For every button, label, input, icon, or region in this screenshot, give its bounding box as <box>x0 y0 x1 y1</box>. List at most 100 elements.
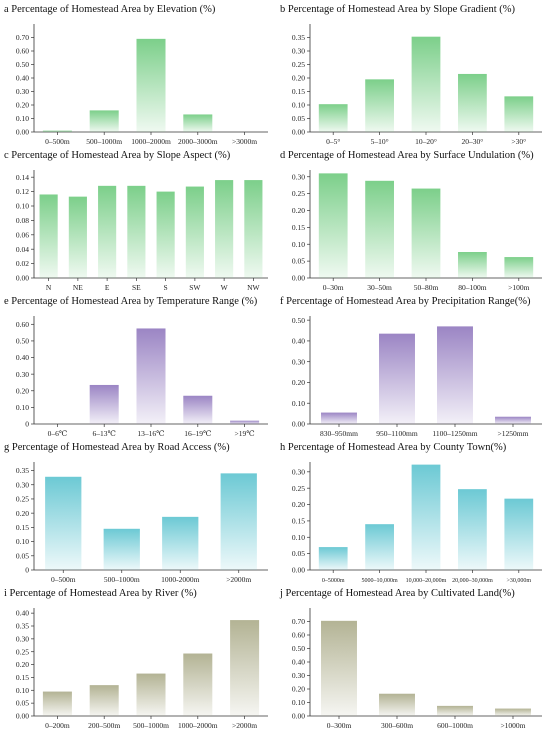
x-tick-label: 10,000–20,000m <box>406 578 447 584</box>
bar <box>215 180 234 278</box>
chart-title: e Percentage of Homestead Area by Temper… <box>4 296 258 307</box>
chart-title: i Percentage of Homestead Area by River … <box>4 588 197 599</box>
x-tick-label: 0–500m <box>45 137 70 146</box>
x-tick-label: 50–80m <box>414 283 439 292</box>
y-tick-label: 0.04 <box>16 245 29 254</box>
y-tick-label: 0.20 <box>292 206 305 215</box>
y-tick-label: 0.30 <box>16 370 29 379</box>
bar <box>495 708 531 716</box>
x-tick-label: >2000m <box>232 721 257 730</box>
bar <box>98 185 117 278</box>
chart-title: j Percentage of Homestead Area by Cultiv… <box>280 588 515 599</box>
bar <box>68 196 87 278</box>
x-tick-label: 30–50m <box>367 283 392 292</box>
chart-panel-county-town: h Percentage of Homestead Area by County… <box>280 442 548 588</box>
y-tick-label: 0.50 <box>16 60 29 69</box>
x-tick-label: >100m <box>508 283 529 292</box>
chart-slope-gradient: 0.00 0.05 0.10 0.15 0.20 0.25 0.30 0.35 0–5° 5–10… <box>292 24 542 146</box>
x-tick-label: 500–1000m <box>104 575 140 584</box>
bar <box>42 130 72 132</box>
y-tick-label: 0.00 <box>292 420 305 429</box>
y-tick-label: 0.50 <box>292 644 305 653</box>
y-tick-label: 0.10 <box>292 240 305 249</box>
y-tick-label: 0.30 <box>16 87 29 96</box>
y-tick-label: 0.50 <box>16 337 29 346</box>
y-tick-label: 0.05 <box>292 549 305 558</box>
x-tick-label: 10–20° <box>415 137 437 146</box>
x-tick-label: 20–30° <box>462 137 484 146</box>
x-tick-label: N <box>46 283 52 292</box>
bar <box>220 473 257 570</box>
chart-title: d Percentage of Homestead Area by Surfac… <box>280 150 534 161</box>
chart-slope-aspect: 0.00 0.02 0.04 0.06 0.08 0.10 0.12 0.14 N NE E SE S S… <box>16 170 268 292</box>
chart-county-town: 0.00 0.05 0.10 0.15 0.20 0.25 0.30 0–5000m 5000–… <box>292 462 542 584</box>
bar <box>156 191 175 278</box>
y-tick-label: 0.05 <box>292 114 305 123</box>
y-tick-label: 0.08 <box>16 216 29 225</box>
x-tick-label: 0–500m <box>51 575 76 584</box>
y-tick-label: 0.30 <box>16 480 29 489</box>
x-tick-label: 1100–1250mm <box>432 429 477 438</box>
bar <box>42 691 72 716</box>
y-tick-label: 0.25 <box>292 484 305 493</box>
chart-temperature: 0 0.10 0.20 0.30 0.40 0.50 0.60 0–6℃ 6–13℃ 13–16℃… <box>16 316 268 438</box>
y-tick-label: 0.40 <box>292 658 305 667</box>
x-tick-label: 200–500m <box>88 721 120 730</box>
chart-panel-cultivated-land: j Percentage of Homestead Area by Cultiv… <box>280 588 548 734</box>
y-tick-label: 0.40 <box>292 337 305 346</box>
y-tick-label: 0 <box>25 566 29 575</box>
bar <box>458 489 487 570</box>
y-tick-label: 0.15 <box>292 517 305 526</box>
y-tick-label: 0.05 <box>292 257 305 266</box>
y-tick-label: 0.10 <box>292 399 305 408</box>
chart-surface-undulation: 0.00 0.05 0.10 0.15 0.20 0.25 0.30 0–30m 30–50m 5… <box>292 170 542 292</box>
bar <box>411 464 441 570</box>
y-tick-label: 0.10 <box>292 698 305 707</box>
y-tick-label: 0.40 <box>16 74 29 83</box>
chart-river: 0.00 0.05 0.10 0.15 0.20 0.25 0.30 0.35 0.40 0–20… <box>16 608 268 730</box>
bar <box>318 173 348 278</box>
x-tick-label: >3000m <box>232 137 257 146</box>
y-tick-label: 0.02 <box>16 259 29 268</box>
x-tick-label: W <box>221 283 229 292</box>
bar <box>89 384 119 424</box>
x-tick-label: 20,000–30,000m <box>452 578 493 584</box>
x-tick-label: 0–5000m <box>322 578 345 584</box>
chart-title: h Percentage of Homestead Area by County… <box>280 442 507 453</box>
x-tick-label: SE <box>132 283 141 292</box>
chart-panel-road-access: g Percentage of Homestead Area by Road A… <box>4 442 274 588</box>
x-tick-label: 5–10° <box>371 137 389 146</box>
bar <box>136 673 166 716</box>
y-tick-label: 0.10 <box>16 202 29 211</box>
y-tick-label: 0.05 <box>16 551 29 560</box>
x-tick-label: 0–300m <box>327 721 352 730</box>
x-tick-label: NE <box>73 283 83 292</box>
y-tick-label: 0.30 <box>292 357 305 366</box>
bar <box>437 326 473 424</box>
bar <box>162 516 199 570</box>
x-tick-label: 300–600m <box>381 721 413 730</box>
y-tick-label: 0.15 <box>16 523 29 532</box>
y-tick-label: 0.35 <box>292 33 305 42</box>
x-tick-label: S <box>164 283 168 292</box>
bar <box>45 476 82 570</box>
y-tick-label: 0.50 <box>292 316 305 325</box>
y-tick-label: 0.30 <box>292 47 305 56</box>
bar <box>458 252 487 278</box>
y-tick-label: 0.20 <box>292 74 305 83</box>
x-tick-label: >19℃ <box>235 429 255 438</box>
bar <box>183 653 213 716</box>
y-tick-label: 0.70 <box>292 617 305 626</box>
bar <box>318 104 348 132</box>
y-tick-label: 0.00 <box>16 712 29 721</box>
x-tick-label: 16–19℃ <box>184 429 211 438</box>
bar <box>230 620 260 716</box>
x-tick-label: >30° <box>511 137 526 146</box>
x-tick-label: 0–30m <box>323 283 344 292</box>
y-tick-label: 0.25 <box>292 60 305 69</box>
chart-panel-precipitation: f Percentage of Homestead Area by Precip… <box>280 296 548 442</box>
y-tick-label: 0.00 <box>16 274 29 283</box>
y-tick-label: 0.00 <box>292 712 305 721</box>
chart-panel-temperature: e Percentage of Homestead Area by Temper… <box>4 296 274 442</box>
y-tick-label: 0.30 <box>16 634 29 643</box>
